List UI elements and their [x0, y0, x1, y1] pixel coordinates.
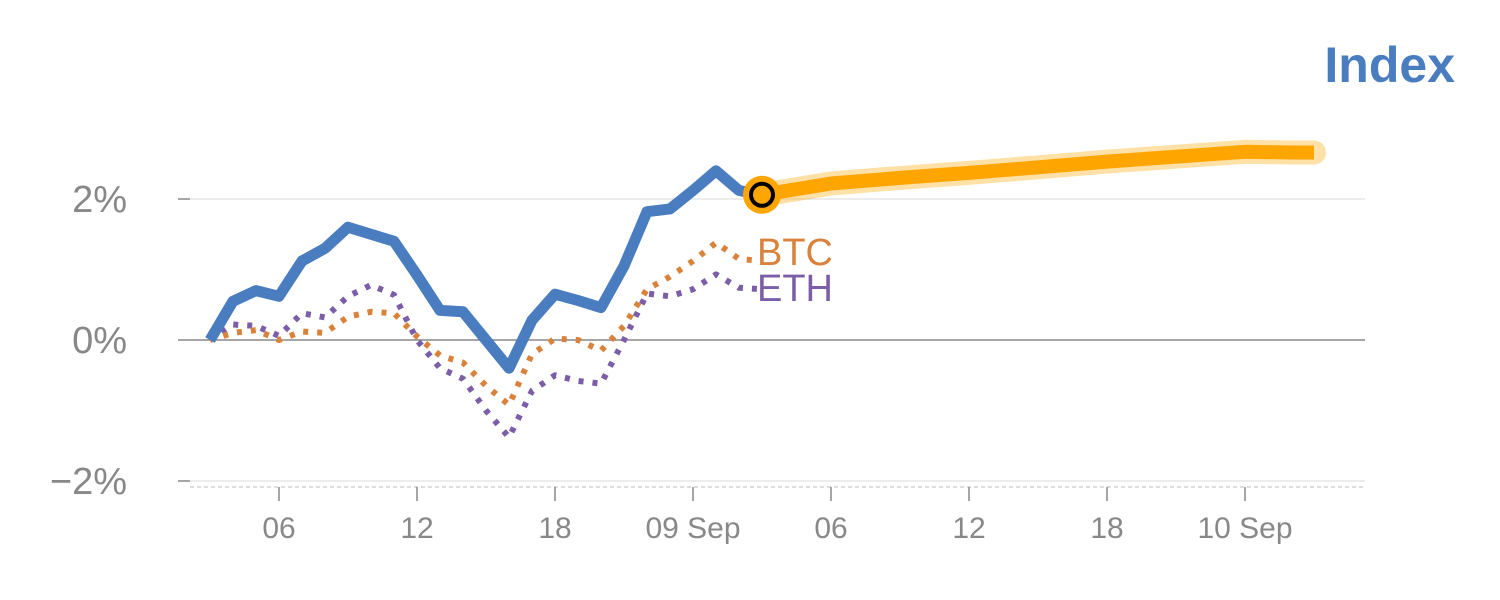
x-tick-label-2: 18: [538, 512, 571, 545]
eth-series-label: ETH: [757, 268, 833, 310]
x-tick-label-0: 06: [262, 512, 295, 545]
btc-series-line: [209, 239, 763, 408]
x-tick-label-1: 12: [400, 512, 433, 545]
end-marker: [749, 181, 775, 208]
index-series-line: [205, 165, 764, 374]
y-tick-label-1: 0%: [72, 320, 127, 362]
forecast-band: [760, 144, 1314, 202]
x-tick-label-3: 09 Sep: [645, 512, 740, 545]
x-tick-label-5: 12: [952, 512, 985, 545]
marker-layer: [743, 175, 781, 214]
y-tick-label-0: 2%: [72, 179, 127, 221]
series-layer: [205, 139, 1326, 441]
btc-series-label: BTC: [757, 232, 833, 274]
tick-layer: 2% 0% −2% 06 12 18 09 Sep 06 12 18 10 Sep: [50, 179, 1293, 545]
chart-title: Index: [1324, 37, 1455, 93]
x-tick-label-6: 18: [1090, 512, 1123, 545]
x-tick-label-4: 06: [814, 512, 847, 545]
eth-series-line: [208, 271, 763, 441]
x-tick-label-7: 10 Sep: [1197, 512, 1292, 545]
y-tick-label-2: −2%: [50, 461, 127, 503]
